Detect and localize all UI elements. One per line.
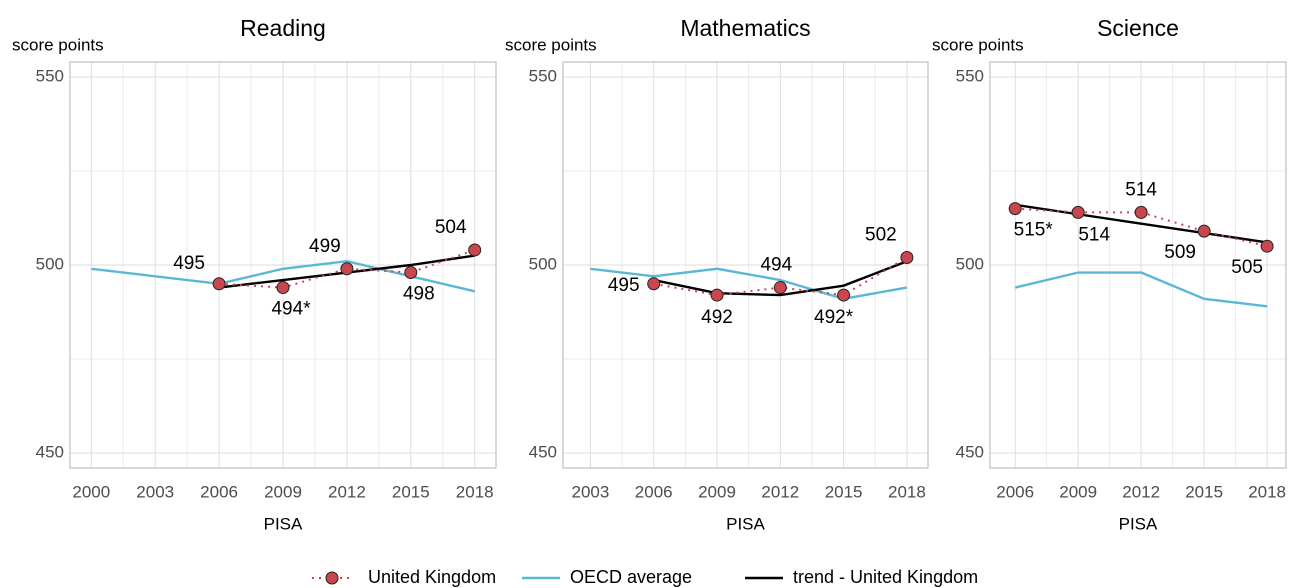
x-tick-label: 2018 — [1248, 482, 1286, 501]
uk-point — [837, 288, 851, 302]
legend-swatch — [325, 571, 339, 585]
panel-title: Science — [1097, 15, 1179, 41]
legend-label: OECD average — [570, 567, 692, 587]
uk-point — [647, 277, 661, 291]
y-tick-label: 500 — [529, 254, 557, 273]
x-tick-label: 2018 — [456, 482, 494, 501]
uk-point — [1008, 202, 1022, 216]
y-tick-label: 550 — [956, 67, 984, 86]
data-label: 504 — [435, 217, 467, 238]
y-axis-label: score points — [505, 35, 597, 54]
uk-point — [1134, 205, 1148, 219]
y-tick-label: 550 — [36, 67, 64, 86]
x-axis-label: PISA — [726, 514, 765, 533]
uk-point — [404, 266, 418, 280]
data-label: 515* — [1014, 220, 1054, 241]
data-label: 498 — [403, 284, 435, 305]
uk-point — [276, 281, 290, 295]
legend-label: United Kingdom — [368, 567, 496, 587]
x-tick-label: 2015 — [825, 482, 863, 501]
y-tick-label: 550 — [529, 67, 557, 86]
uk-point — [212, 277, 226, 291]
uk-point — [340, 262, 354, 276]
data-label: 514 — [1078, 224, 1110, 245]
plot-frame — [989, 61, 1287, 469]
y-tick-label: 450 — [36, 442, 64, 461]
oecd-line — [1014, 271, 1268, 308]
y-tick-label: 450 — [529, 442, 557, 461]
data-label: 495 — [173, 253, 205, 274]
data-label: 499 — [309, 236, 341, 257]
data-label: 495 — [608, 275, 640, 296]
data-label: 494* — [271, 299, 311, 320]
data-label: 502 — [865, 224, 897, 245]
uk-line — [653, 256, 908, 297]
data-label: 505 — [1231, 257, 1263, 278]
data-label: 494 — [760, 255, 792, 276]
x-tick-label: 2003 — [572, 482, 610, 501]
plot-frame — [562, 61, 929, 469]
data-label: 509 — [1164, 242, 1196, 263]
x-tick-label: 2012 — [328, 482, 366, 501]
uk-point — [1197, 224, 1211, 238]
uk-point — [710, 288, 724, 302]
x-axis-label: PISA — [264, 514, 303, 533]
x-tick-label: 2006 — [635, 482, 673, 501]
x-tick-label: 2003 — [136, 482, 174, 501]
y-axis-label: score points — [932, 35, 1024, 54]
x-tick-label: 2018 — [888, 482, 926, 501]
y-tick-label: 500 — [36, 254, 64, 273]
x-tick-label: 2015 — [392, 482, 430, 501]
legend-label: trend - United Kingdom — [793, 567, 978, 587]
uk-point — [773, 281, 787, 295]
x-tick-label: 2015 — [1185, 482, 1223, 501]
x-tick-label: 2009 — [1059, 482, 1097, 501]
panel-title: Mathematics — [680, 15, 810, 41]
uk-point — [1071, 205, 1085, 219]
trend-line — [653, 260, 908, 297]
data-label: 492* — [814, 307, 854, 328]
oecd-line — [590, 267, 908, 301]
uk-point — [468, 243, 482, 257]
x-tick-label: 2000 — [72, 482, 110, 501]
x-tick-label: 2006 — [200, 482, 238, 501]
panel-title: Reading — [240, 15, 326, 41]
uk-line — [219, 249, 476, 289]
data-label: 514 — [1125, 179, 1157, 200]
x-tick-label: 2009 — [264, 482, 302, 501]
plot-frame — [69, 61, 497, 469]
x-tick-label: 2006 — [996, 482, 1034, 501]
y-tick-label: 450 — [956, 442, 984, 461]
x-axis-label: PISA — [1119, 514, 1158, 533]
x-tick-label: 2012 — [761, 482, 799, 501]
uk-point — [900, 250, 914, 264]
y-axis-label: score points — [12, 35, 104, 54]
x-tick-label: 2012 — [1122, 482, 1160, 501]
x-tick-label: 2009 — [698, 482, 736, 501]
uk-point — [1260, 239, 1274, 253]
data-label: 492 — [701, 307, 733, 328]
y-tick-label: 500 — [956, 254, 984, 273]
